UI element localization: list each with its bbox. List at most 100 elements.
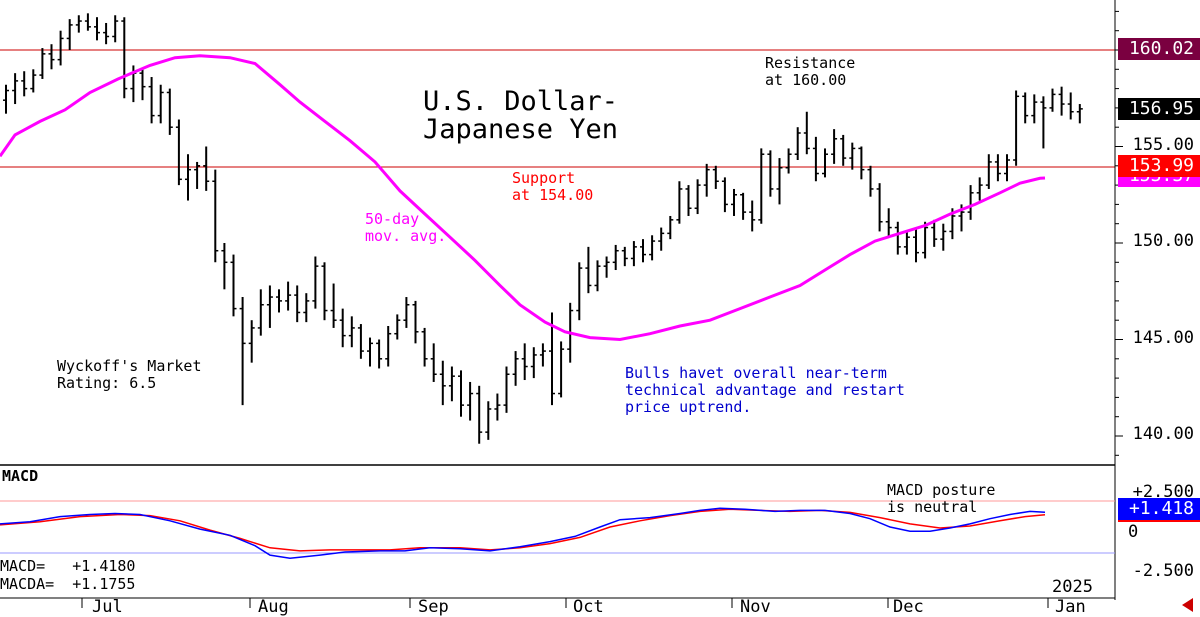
price-bar [166, 88, 173, 135]
price-bar [239, 297, 246, 406]
price-bar [621, 246, 628, 267]
resistance-badge: 160.02 [1118, 38, 1200, 60]
price-bar [658, 227, 665, 251]
price-bar [494, 393, 501, 421]
price-bar [84, 13, 91, 31]
macda-signal-line [0, 508, 1046, 552]
macd-panel-title: MACD [2, 467, 39, 485]
price-bar [931, 219, 938, 247]
scroll-left-arrow-icon[interactable] [1182, 598, 1193, 612]
price-bar [66, 19, 73, 50]
price-bar [294, 285, 301, 323]
price-bar [212, 169, 219, 263]
last-price-badge: 156.95 [1118, 98, 1200, 120]
price-bar [439, 360, 446, 406]
price-bar [139, 69, 146, 101]
price-bar [248, 320, 255, 363]
price-bar [376, 339, 383, 369]
price-bar [885, 208, 892, 238]
price-bar [394, 314, 401, 340]
price-panel [0, 13, 1115, 444]
price-bar [521, 343, 528, 381]
price-bar [75, 15, 82, 33]
macd-tick-label: +2.500 [1132, 482, 1194, 502]
price-bar [185, 154, 191, 201]
price-bar [576, 262, 583, 321]
price-bar [512, 351, 519, 386]
price-bar [203, 146, 210, 191]
price-bar [503, 366, 510, 413]
macd-value-readout: MACD= +1.4180 [0, 557, 136, 575]
macda-value-readout: MACDA= +1.1755 [0, 575, 136, 593]
x-label-sep: Sep [418, 597, 449, 617]
price-bar [367, 337, 373, 367]
price-bar [3, 84, 9, 114]
price-bars [3, 13, 1083, 444]
price-bar [1040, 96, 1047, 149]
price-bar [640, 239, 646, 263]
price-bar [758, 148, 765, 224]
price-bar [103, 22, 110, 45]
macd-line [0, 507, 1046, 559]
price-bar [94, 17, 100, 41]
price-bar [549, 312, 555, 406]
price-bar [594, 260, 601, 292]
price-bar [48, 44, 55, 70]
price-tick-label: 145.00 [1132, 328, 1194, 348]
macd-tick-label: 0 [1128, 522, 1139, 542]
price-bar [649, 235, 656, 261]
price-bar [121, 17, 128, 99]
price-tick-label: 140.00 [1132, 424, 1194, 444]
commentary-text: Bulls havet overall near-term technical … [625, 364, 905, 416]
price-bar [148, 77, 155, 124]
price-bar [448, 366, 455, 402]
x-label-oct: Oct [573, 597, 604, 617]
price-bar [740, 192, 747, 220]
market-rating-text: Wyckoff's Market Rating: 6.5 [57, 357, 202, 392]
price-bar [676, 181, 683, 224]
price-bar [749, 200, 756, 232]
price-bar [767, 150, 774, 197]
price-bar [30, 69, 37, 93]
moving-average-line [0, 54, 1046, 342]
price-bar [530, 347, 537, 379]
price-bar [266, 285, 273, 328]
macd-tick-label: -2.500 [1132, 561, 1194, 581]
price-bar [894, 221, 901, 255]
macd-badge: +1.418 [1118, 498, 1200, 520]
price-bar [21, 71, 28, 97]
x-label-nov: Nov [740, 597, 771, 617]
price-bar [12, 73, 19, 105]
price-bar [430, 343, 437, 382]
price-bar [330, 283, 337, 328]
price-bar [1013, 90, 1020, 166]
price-bar [831, 129, 838, 164]
price-axis-ticks [1115, 10, 1123, 456]
price-bar [867, 165, 874, 197]
price-bar [57, 30, 64, 66]
price-bar [822, 148, 828, 178]
price-bar [1058, 86, 1065, 116]
price-bar [812, 136, 819, 182]
price-bar [585, 246, 592, 294]
price-bar [467, 381, 474, 421]
x-label-jan: Jan [1055, 597, 1086, 617]
price-bar [976, 177, 983, 201]
price-bar [994, 154, 1001, 182]
price-bar [175, 119, 182, 186]
price-bar [421, 327, 428, 367]
price-bar [339, 308, 346, 348]
price-bar [1031, 94, 1038, 124]
price-bar [230, 254, 237, 317]
x-label-aug: Aug [258, 597, 289, 617]
price-bar [603, 256, 610, 278]
support-note: Support at 154.00 [512, 169, 594, 204]
moving-average-label: 50-day mov. avg. [365, 210, 447, 245]
price-bar [940, 223, 947, 251]
price-bar [285, 281, 292, 311]
price-bar [1022, 92, 1029, 124]
price-bar [485, 401, 492, 440]
price-bar [321, 262, 328, 321]
x-label-jul: Jul [92, 597, 123, 617]
